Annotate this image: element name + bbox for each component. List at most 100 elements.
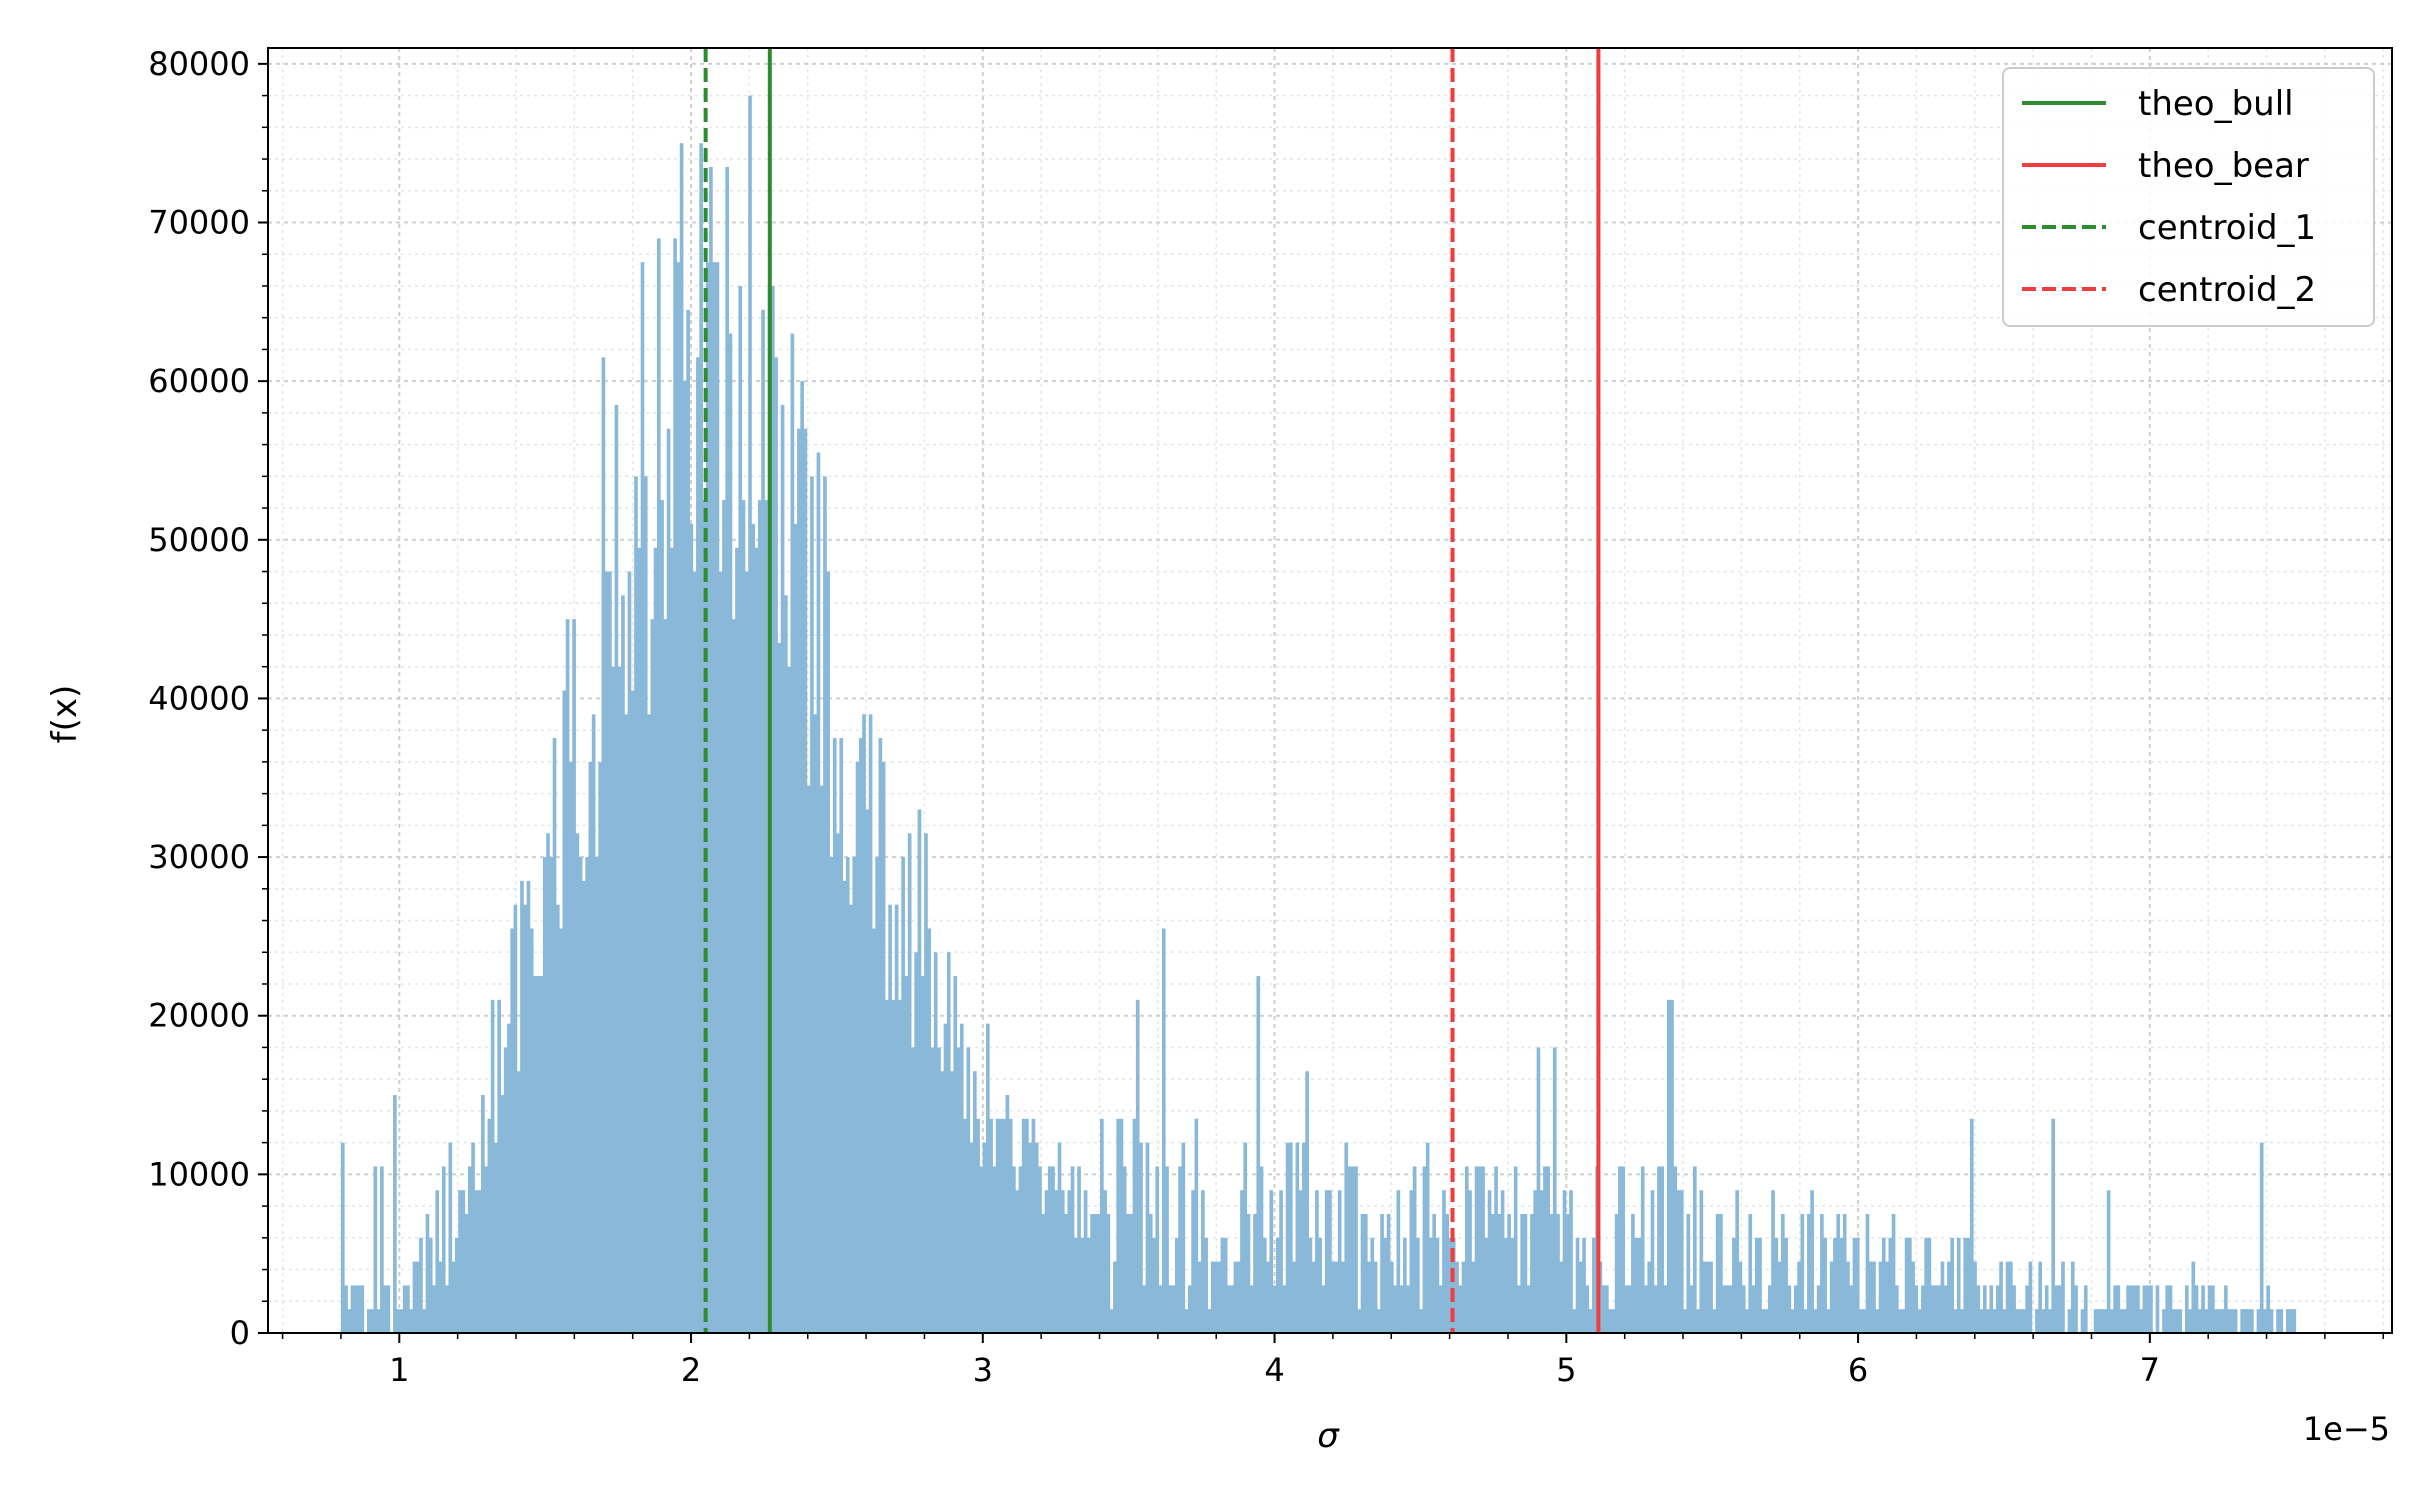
histogram-bar <box>2067 1309 2072 1333</box>
histogram-bar <box>1077 1166 1081 1333</box>
histogram-bar <box>871 928 876 1333</box>
histogram-bar <box>1855 1237 1860 1333</box>
histogram-bar <box>982 1142 987 1333</box>
histogram-bar <box>950 1071 954 1333</box>
histogram-bar <box>1315 1190 1319 1333</box>
histogram-bar <box>1761 1309 1766 1333</box>
histogram-bar <box>1204 1237 1208 1333</box>
histogram-bar <box>914 952 918 1333</box>
histogram-bar <box>1500 1190 1505 1333</box>
histogram-bar <box>611 666 616 1333</box>
histogram-bar <box>494 1142 498 1333</box>
histogram-bar <box>2113 1285 2117 1333</box>
histogram-bar <box>1285 1142 1290 1333</box>
histogram-bar <box>666 428 671 1334</box>
histogram-bar <box>1950 1237 1955 1333</box>
histogram-bar <box>1275 1237 1280 1333</box>
histogram-bar <box>2123 1309 2127 1333</box>
histogram-bar <box>1497 1214 1502 1333</box>
histogram-bar <box>1282 1285 1287 1333</box>
histogram-bar <box>1611 1309 1616 1333</box>
histogram-bar <box>1021 1118 1026 1333</box>
histogram-bar <box>810 476 814 1333</box>
histogram-bar <box>1689 1285 1694 1333</box>
histogram-bar <box>1155 1166 1160 1333</box>
histogram-bar <box>836 833 840 1333</box>
y-tick-label: 60000 <box>148 362 250 400</box>
histogram-bar <box>546 833 550 1333</box>
histogram-bar <box>1989 1285 1994 1333</box>
x-tick-label: 4 <box>1264 1351 1284 1389</box>
histogram-bar <box>578 857 583 1333</box>
histogram-bar <box>1289 1142 1293 1333</box>
histogram-bar <box>735 547 739 1333</box>
histogram-bar <box>1337 1190 1342 1333</box>
histogram-bar <box>637 547 642 1333</box>
histogram-bar <box>2285 1309 2290 1333</box>
histogram-bar <box>1842 1214 1847 1333</box>
histogram-bar <box>2012 1285 2016 1333</box>
histogram-bar <box>1295 1142 1300 1333</box>
histogram-bar <box>891 999 896 1333</box>
histogram-bar <box>1054 1190 1059 1333</box>
histogram-bar <box>956 1047 961 1333</box>
histogram-bar <box>2002 1309 2007 1333</box>
histogram-bar <box>1670 999 1674 1333</box>
histogram-bar <box>471 1142 475 1333</box>
histogram-bar <box>1018 1166 1023 1333</box>
histogram-bar <box>360 1285 365 1333</box>
histogram-bar <box>1513 1166 1518 1333</box>
histogram-bar <box>608 571 612 1333</box>
histogram-bar <box>1787 1285 1792 1333</box>
histogram-bar <box>438 1261 443 1333</box>
histogram-bar <box>712 262 717 1334</box>
histogram-bar <box>1679 1190 1684 1333</box>
histogram-bar <box>2110 1309 2114 1333</box>
histogram-bar <box>858 738 863 1333</box>
histogram-bar <box>1471 1261 1476 1333</box>
histogram-bar <box>1865 1214 1870 1333</box>
histogram-bar <box>1399 1285 1404 1333</box>
histogram-bar <box>2136 1285 2140 1333</box>
histogram-bar <box>1025 1118 1029 1333</box>
histogram-bar <box>1585 1285 1590 1333</box>
histogram-bar <box>1380 1214 1384 1333</box>
histogram-bar <box>842 880 847 1333</box>
histogram-bar <box>1259 1166 1264 1333</box>
histogram-bar <box>451 1261 456 1333</box>
histogram-bar <box>1979 1309 1984 1333</box>
histogram-bar <box>1214 1261 1218 1333</box>
histogram-bar <box>1047 1166 1052 1333</box>
histogram-bar <box>803 428 808 1334</box>
x-axis-ticks: 1 2 3 4 5 6 7 <box>281 1333 2384 1389</box>
histogram-bar <box>1341 1261 1345 1333</box>
histogram-bar <box>1771 1190 1775 1333</box>
histogram-bar <box>1178 1166 1182 1333</box>
histogram-bar <box>650 619 655 1333</box>
histogram-bar <box>761 309 765 1333</box>
histogram-bar <box>2230 1309 2235 1333</box>
histogram-bar <box>572 619 576 1333</box>
histogram-bar <box>1758 1237 1762 1333</box>
histogram-bar <box>1699 1190 1704 1333</box>
histogram-bar <box>565 619 570 1333</box>
histogram-bar <box>1784 1237 1788 1333</box>
histogram-bar <box>1608 1309 1612 1333</box>
histogram-bar <box>2145 1285 2150 1333</box>
histogram-bar <box>1445 1214 1450 1333</box>
histogram-bar <box>1820 1214 1824 1333</box>
histogram-bar <box>1158 1285 1163 1333</box>
histogram-bar <box>1556 1214 1560 1333</box>
histogram-bar <box>1044 1190 1049 1333</box>
histogram-bar <box>1412 1166 1417 1333</box>
histogram-bar <box>2028 1261 2033 1333</box>
histogram-bar <box>428 1237 433 1333</box>
histogram-bar <box>2211 1285 2215 1333</box>
histogram-bar <box>562 690 567 1333</box>
histogram-bar <box>1073 1237 1078 1333</box>
histogram-bar <box>878 738 883 1333</box>
histogram-bar <box>1484 1237 1489 1333</box>
histogram-bar <box>1419 1309 1423 1333</box>
histogram-bar <box>634 476 638 1333</box>
histogram-bar <box>1132 1118 1137 1333</box>
